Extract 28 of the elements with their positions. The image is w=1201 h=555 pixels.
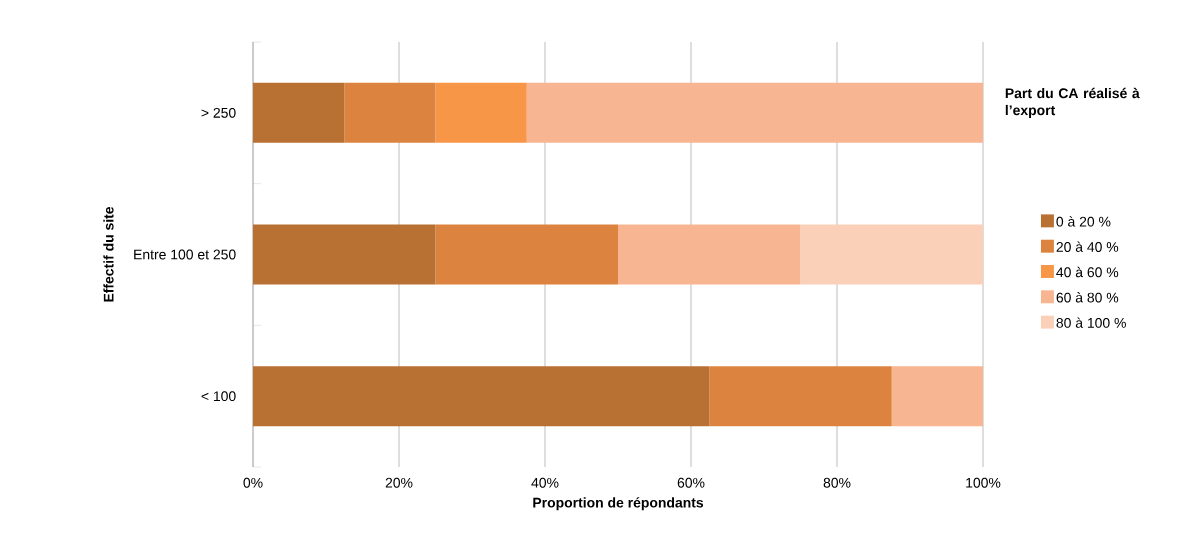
x-tick-label: 60% <box>677 477 705 488</box>
y-tick-label: < 100 <box>201 391 236 402</box>
x-tick-label: 100% <box>966 477 1001 488</box>
y-tick-label: > 250 <box>201 107 236 118</box>
x-axis-title: Proportion de répondants <box>533 497 704 511</box>
x-tick-label: 40% <box>531 477 559 488</box>
legend-label: 60 à 80 % <box>1056 292 1119 303</box>
x-tick-label: 0% <box>243 477 263 488</box>
legend-label: 20 à 40 % <box>1056 241 1119 252</box>
legend-label: 80 à 100 % <box>1056 317 1126 328</box>
bar <box>526 82 984 143</box>
x-tick-label: 80% <box>823 477 851 488</box>
legend-label: 0 à 20 % <box>1056 216 1111 227</box>
bar <box>253 82 345 143</box>
legend-label: 40 à 60 % <box>1056 266 1119 278</box>
bar <box>891 366 984 427</box>
legend-title: Part du CA réalisé à l’export <box>1005 87 1140 118</box>
bar <box>435 224 619 285</box>
bar <box>253 366 710 427</box>
bar <box>800 224 984 285</box>
bar <box>709 366 892 427</box>
bar <box>253 224 436 285</box>
bar <box>435 82 527 143</box>
x-tick-label: 20% <box>385 477 413 488</box>
y-axis-title: Effectif du site <box>103 206 114 302</box>
bar <box>618 224 801 285</box>
y-tick-label: Entre 100 et 250 <box>134 249 236 260</box>
bar <box>344 82 436 143</box>
